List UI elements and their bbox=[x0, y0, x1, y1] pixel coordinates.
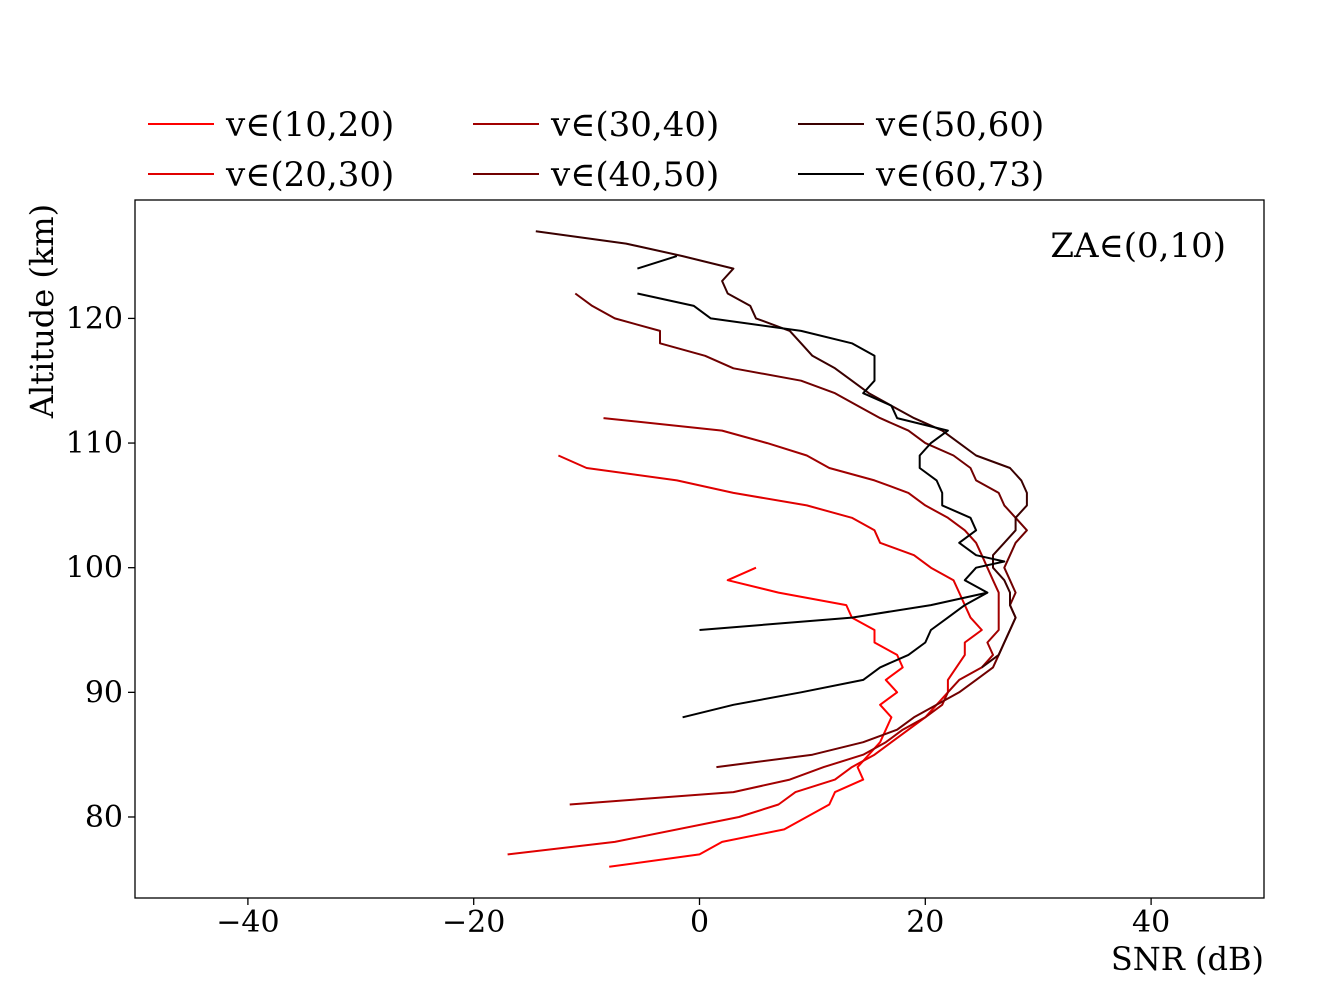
legend-label: v∈(30,40) bbox=[550, 105, 719, 145]
legend-item: v∈(30,40) bbox=[473, 105, 719, 145]
legend-label: v∈(20,30) bbox=[225, 155, 394, 195]
series-line-1 bbox=[609, 566, 904, 868]
x-tick-label: 20 bbox=[906, 905, 944, 940]
x-tick-label: −40 bbox=[216, 905, 279, 940]
series-layer bbox=[507, 230, 1028, 868]
y-tick-label: 90 bbox=[85, 675, 123, 710]
y-tick-label: 100 bbox=[66, 551, 123, 586]
series-line-4 bbox=[574, 292, 1028, 769]
legend-item: v∈(60,73) bbox=[798, 155, 1044, 195]
y-axis: 80 90 100 110 120 bbox=[66, 301, 135, 835]
legend-label: v∈(60,73) bbox=[875, 155, 1044, 195]
legend-label: v∈(50,60) bbox=[875, 105, 1044, 145]
series-line-6 bbox=[637, 292, 1006, 719]
y-tick-label: 80 bbox=[85, 800, 123, 835]
y-tick-label: 110 bbox=[66, 426, 123, 461]
legend: v∈(10,20) v∈(20,30) v∈(30,40) v∈(40,50) v∈(5… bbox=[148, 105, 1044, 195]
legend-item: v∈(10,20) bbox=[148, 105, 394, 145]
series-line-3 bbox=[569, 417, 1000, 806]
series-line-7 bbox=[699, 591, 988, 631]
y-axis-label: Altitude (km) bbox=[23, 204, 61, 419]
za-annotation: ZA∈(0,10) bbox=[1050, 226, 1226, 266]
legend-item: v∈(50,60) bbox=[798, 105, 1044, 145]
x-tick-label: 40 bbox=[1132, 905, 1170, 940]
legend-label: v∈(10,20) bbox=[225, 105, 394, 145]
x-tick-label: 0 bbox=[690, 905, 709, 940]
legend-item: v∈(40,50) bbox=[473, 155, 719, 195]
y-tick-label: 120 bbox=[66, 301, 123, 336]
series-line-2 bbox=[507, 454, 983, 856]
legend-label: v∈(40,50) bbox=[550, 155, 719, 195]
legend-item: v∈(20,30) bbox=[148, 155, 394, 195]
x-axis: −40 −20 0 20 40 bbox=[216, 898, 1170, 940]
x-tick-label: −20 bbox=[442, 905, 505, 940]
series-line-8 bbox=[637, 255, 678, 270]
x-axis-label: SNR (dB) bbox=[1111, 940, 1264, 978]
series-line-5 bbox=[535, 230, 1028, 669]
plot-frame bbox=[134, 199, 1265, 899]
